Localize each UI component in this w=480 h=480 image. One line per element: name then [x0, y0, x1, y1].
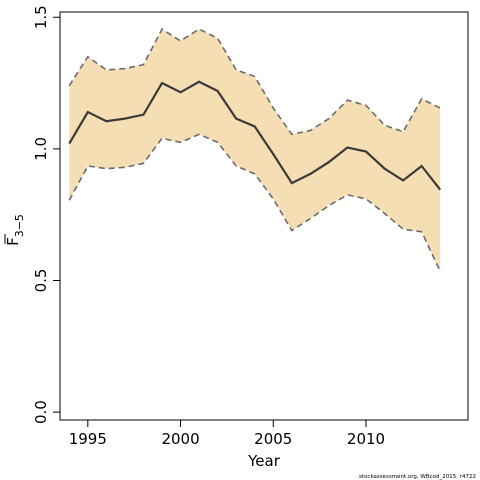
x-tick-label: 2000: [161, 430, 199, 448]
y-axis-title-sub: 3−5: [13, 214, 26, 237]
y-tick-label: 1.5: [32, 5, 50, 29]
confidence-band: [69, 29, 441, 272]
x-tick-label: 1995: [69, 430, 107, 448]
x-tick-label: 2010: [347, 430, 385, 448]
y-tick-label: 1.0: [32, 137, 50, 161]
estimate-line: [68, 80, 442, 191]
upper-bound-line: [68, 27, 441, 136]
x-tick-label: 2005: [254, 430, 292, 448]
y-axis: 0.0 0.5 1.0 1.5: [32, 5, 61, 424]
y-axis-title-main: F: [4, 237, 22, 246]
credit-text: stockassessment.org, WBcod_2015, r4722: [359, 474, 476, 480]
svg-text:F3−5: F3−5: [4, 214, 26, 246]
lower-bound-line: [68, 133, 441, 272]
x-axis: 1995 2000 2005 2010: [69, 419, 385, 448]
x-axis-title: Year: [247, 452, 281, 470]
y-tick-label: 0.0: [32, 400, 50, 424]
y-axis-title: F3−5: [4, 214, 26, 246]
y-tick-label: 0.5: [32, 269, 50, 293]
